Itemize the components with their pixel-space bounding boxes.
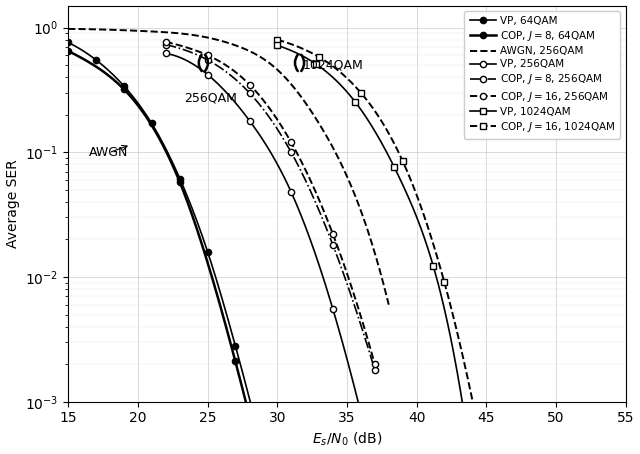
Text: AWGN: AWGN: [89, 145, 129, 159]
X-axis label: $E_s/N_0$ (dB): $E_s/N_0$ (dB): [312, 431, 382, 449]
Text: 256QAM: 256QAM: [184, 92, 237, 104]
Legend: VP, 64QAM, COP, $J = 8$, 64QAM, AWGN, 256QAM, VP, 256QAM, COP, $J = 8$, 256QAM, : VP, 64QAM, COP, $J = 8$, 64QAM, AWGN, 25…: [465, 11, 621, 139]
Y-axis label: Average SER: Average SER: [6, 159, 20, 248]
Text: 1024QAM: 1024QAM: [302, 59, 363, 71]
